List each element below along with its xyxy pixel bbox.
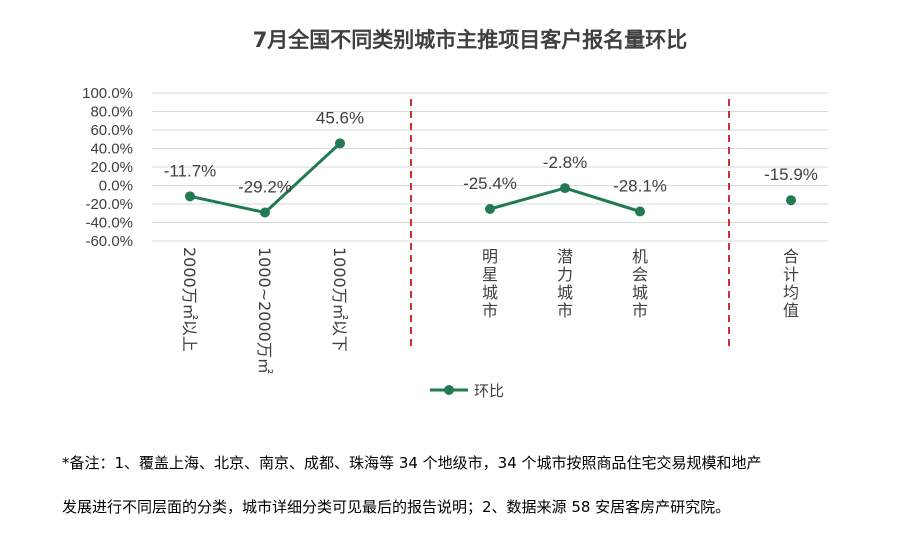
- category-text: 1000万㎡以下: [330, 247, 349, 352]
- data-label: -28.1%: [613, 176, 667, 195]
- category-text: 1000~2000万㎡: [255, 247, 274, 374]
- y-axis: 100.0% 80.0%60.0% 40.0%20.0% 0.0%-20.0% -40.…: [82, 85, 133, 250]
- x-category-label: 潜力城市: [557, 247, 573, 320]
- data-point: [185, 191, 195, 202]
- category-text: 明星城市: [482, 247, 498, 320]
- x-category-label: 1000~2000万㎡: [255, 247, 274, 374]
- data-label: -29.2%: [238, 178, 292, 197]
- y-tick-label: 80.0%: [90, 104, 133, 121]
- category-text: 潜力城市: [557, 247, 573, 320]
- plot-area: -11.7% -29.2% 45.6% -25.4% -2.8% -28.1% -15.9%: [164, 108, 818, 218]
- data-label: -15.9%: [764, 165, 818, 184]
- category-text: 2000万㎡以上: [180, 247, 199, 352]
- y-tick-label: 60.0%: [90, 122, 133, 139]
- legend: 环比: [430, 382, 504, 400]
- category-text: 机会城市: [632, 247, 648, 320]
- x-category-label: 机会城市: [632, 247, 648, 320]
- legend-marker: [444, 385, 454, 395]
- x-category-label: 1000万㎡以下: [330, 247, 349, 352]
- data-label: -11.7%: [164, 161, 217, 180]
- data-label: -2.8%: [543, 153, 587, 172]
- y-tick-label: 100.0%: [82, 85, 133, 102]
- x-category-label: 合计均值: [783, 247, 799, 320]
- y-tick-label: -60.0%: [85, 233, 133, 250]
- data-label: -25.4%: [463, 174, 517, 193]
- y-tick-label: -20.0%: [85, 196, 133, 213]
- legend-label: 环比: [474, 382, 504, 400]
- data-point: [635, 206, 645, 217]
- y-tick-label: 0.0%: [99, 178, 133, 195]
- group-separators: [410, 99, 730, 348]
- category-text: 合计均值: [783, 247, 799, 320]
- data-point: [260, 207, 270, 218]
- x-category-label: 明星城市: [482, 247, 498, 320]
- data-point: [786, 195, 796, 206]
- data-point: [560, 183, 570, 194]
- data-point: [335, 138, 345, 149]
- chart-title: 7月全国不同类别城市主推项目客户报名量环比: [253, 28, 688, 52]
- x-axis-labels: 2000万㎡以上 1000~2000万㎡ 1000万㎡以下 明星城市 潜力城市 机会城市 合…: [180, 247, 799, 374]
- x-category-label: 2000万㎡以上: [180, 247, 199, 352]
- footnote-line-2: 发展进行不同层面的分类，城市详细分类可见最后的报告说明；2、数据来源 58 安居…: [62, 498, 731, 516]
- footnote-line-1: *备注：1、覆盖上海、北京、南京、成都、珠海等 34 个地级市，34 个城市按照…: [62, 454, 762, 472]
- data-label: 45.6%: [316, 108, 364, 127]
- data-point: [485, 203, 495, 214]
- y-tick-label: 20.0%: [90, 159, 133, 176]
- y-tick-label: -40.0%: [85, 215, 133, 232]
- gridlines: [152, 92, 828, 242]
- y-tick-label: 40.0%: [90, 141, 133, 158]
